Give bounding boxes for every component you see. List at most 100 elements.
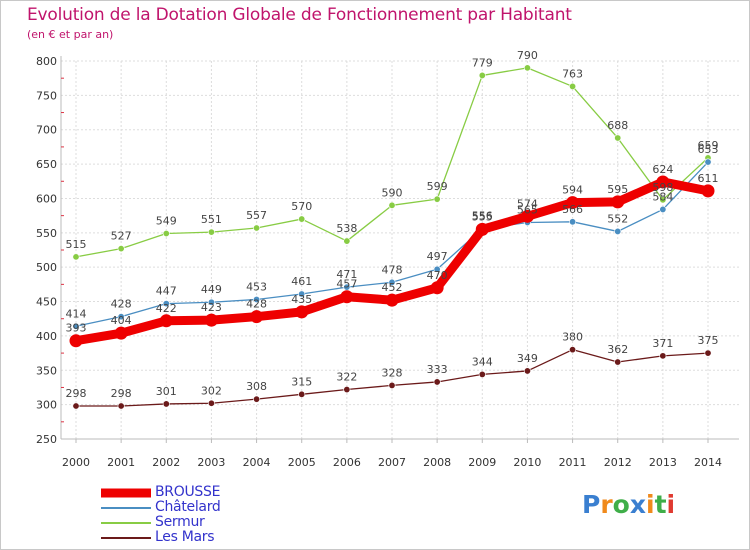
- legend-item-brousse: BROUSSE: [101, 485, 321, 500]
- data-label-brousse: 624: [652, 163, 673, 176]
- data-point-les-mars: [614, 358, 622, 366]
- data-point-ch-telard: [298, 290, 306, 298]
- logo-letter: P: [582, 490, 601, 519]
- data-label-brousse: 611: [698, 172, 719, 185]
- data-labels: 515 527 549 551 557 570 538 590 599 779 790 763 688 5…: [66, 49, 719, 400]
- data-label-les-mars: 298: [66, 387, 87, 400]
- data-point-brousse: [114, 326, 128, 340]
- data-label-brousse: 574: [517, 197, 538, 210]
- logo-letter: r: [600, 490, 613, 519]
- y-tick-label: 300: [36, 399, 57, 412]
- x-tick-label: 2005: [288, 456, 316, 469]
- data-point-ch-telard: [569, 218, 577, 226]
- data-label-ch-telard: 414: [66, 307, 87, 320]
- data-label-ch-telard: 565: [517, 204, 538, 217]
- data-label-ch-telard: 428: [111, 298, 132, 311]
- data-label-ch-telard: 471: [336, 268, 357, 281]
- data-label-sermur: 590: [382, 186, 403, 199]
- data-label-ch-telard: 461: [291, 275, 312, 288]
- data-point-les-mars: [253, 395, 261, 403]
- x-tick-label: 2011: [559, 456, 587, 469]
- legend-label: Châtelard: [155, 499, 221, 515]
- x-tick-label: 2009: [468, 456, 496, 469]
- data-label-ch-telard: 453: [246, 280, 267, 293]
- data-label-sermur: 688: [607, 119, 628, 132]
- data-label-sermur: 779: [472, 56, 493, 69]
- y-tick-label: 800: [36, 55, 57, 68]
- data-label-les-mars: 375: [698, 334, 719, 347]
- data-point-sermur: [72, 253, 80, 261]
- data-label-les-mars: 302: [201, 384, 222, 397]
- y-tick-label: 500: [36, 261, 57, 274]
- data-label-les-mars: 308: [246, 380, 267, 393]
- data-point-ch-telard: [614, 227, 622, 235]
- x-tick-label: 2000: [62, 456, 90, 469]
- data-label-sermur: 551: [201, 213, 222, 226]
- data-label-les-mars: 328: [382, 366, 403, 379]
- y-tick-label: 750: [36, 89, 57, 102]
- data-label-ch-telard: 566: [562, 203, 583, 216]
- y-tick-label: 250: [36, 433, 57, 446]
- logo-letter: x: [629, 490, 646, 519]
- data-point-les-mars: [478, 370, 486, 378]
- data-point-ch-telard: [433, 265, 441, 273]
- data-label-les-mars: 362: [607, 343, 628, 356]
- legend-item-sermur: Sermur: [101, 515, 321, 530]
- data-label-les-mars: 371: [652, 337, 673, 350]
- data-point-sermur: [343, 237, 351, 245]
- data-label-ch-telard: 449: [201, 283, 222, 296]
- data-point-ch-telard: [704, 158, 712, 166]
- data-label-brousse: 470: [427, 269, 448, 282]
- x-tick-label: 2001: [107, 456, 135, 469]
- data-point-les-mars: [207, 399, 215, 407]
- data-label-sermur: 557: [246, 209, 267, 222]
- legend-swatch: [101, 521, 151, 524]
- x-tick-label: 2014: [694, 456, 722, 469]
- data-point-sermur: [207, 228, 215, 236]
- data-label-sermur: 527: [111, 230, 132, 243]
- logo-letter: t: [654, 490, 667, 519]
- data-point-brousse: [385, 293, 399, 307]
- data-point-brousse: [340, 290, 354, 304]
- data-point-brousse: [611, 195, 625, 209]
- proxiti-logo: Proxiti: [582, 490, 675, 519]
- data-point-ch-telard: [117, 313, 125, 321]
- chart-subtitle: (en € et par an): [27, 28, 114, 41]
- data-label-sermur: 599: [427, 180, 448, 193]
- data-point-sermur: [523, 64, 531, 72]
- data-point-ch-telard: [72, 322, 80, 330]
- data-point-brousse: [295, 305, 309, 319]
- data-point-sermur: [298, 215, 306, 223]
- data-label-brousse: 452: [382, 281, 403, 294]
- y-tick-label: 450: [36, 296, 57, 309]
- data-point-sermur: [253, 224, 261, 232]
- legend-label: Sermur: [155, 514, 205, 530]
- data-point-les-mars: [72, 402, 80, 410]
- data-point-ch-telard: [388, 278, 396, 286]
- data-point-sermur: [614, 134, 622, 142]
- data-label-brousse: 428: [246, 298, 267, 311]
- data-label-les-mars: 333: [427, 363, 448, 376]
- y-tick-label: 700: [36, 124, 57, 137]
- data-point-les-mars: [298, 390, 306, 398]
- x-tick-label: 2013: [649, 456, 677, 469]
- chart-title: Evolution de la Dotation Globale de Fonc…: [27, 5, 572, 25]
- data-point-brousse: [656, 175, 670, 189]
- data-point-ch-telard: [207, 298, 215, 306]
- y-tick-label: 650: [36, 158, 57, 171]
- gridlines: [61, 60, 739, 440]
- data-label-ch-telard: 584: [652, 190, 673, 203]
- data-label-brousse: 393: [66, 322, 87, 335]
- legend-swatch: [101, 506, 151, 509]
- data-label-sermur: 549: [156, 215, 177, 228]
- x-tick-label: 2006: [333, 456, 361, 469]
- data-point-les-mars: [569, 346, 577, 354]
- logo-letter: o: [612, 490, 630, 519]
- data-label-ch-telard: 556: [472, 210, 493, 223]
- data-point-les-mars: [117, 402, 125, 410]
- data-point-brousse: [701, 184, 715, 198]
- data-label-sermur: 570: [291, 200, 312, 213]
- data-point-les-mars: [523, 367, 531, 375]
- legend: BROUSSE Châtelard Sermur Les Mars: [101, 485, 321, 545]
- y-tick-label: 400: [36, 330, 57, 343]
